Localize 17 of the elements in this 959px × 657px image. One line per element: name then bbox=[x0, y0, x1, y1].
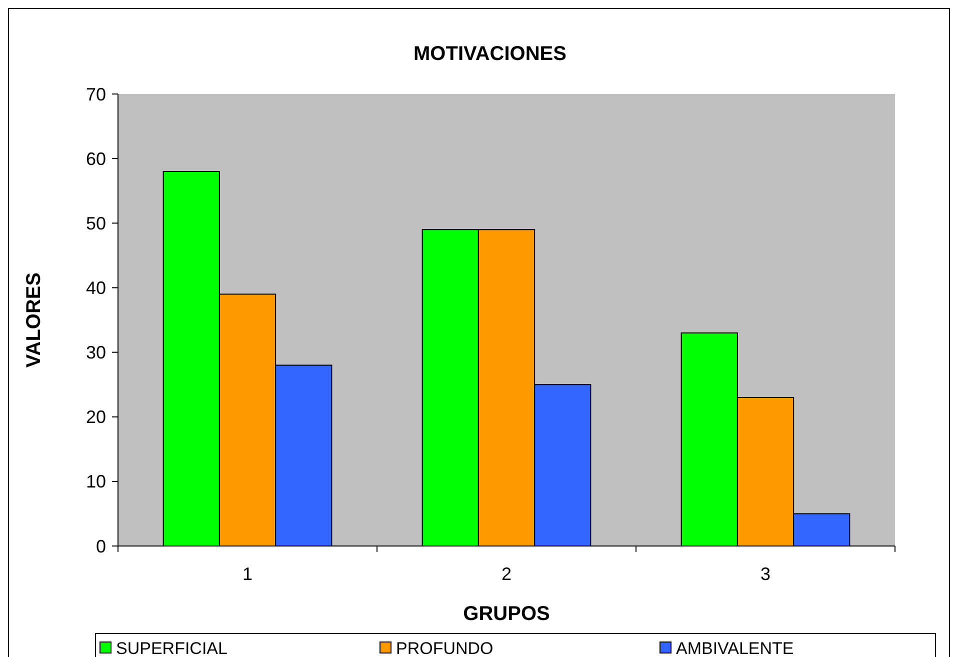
legend-label: SUPERFICIAL bbox=[116, 638, 228, 657]
legend-label: PROFUNDO bbox=[396, 638, 494, 657]
y-tick-label: 10 bbox=[86, 472, 106, 492]
y-tick-label: 60 bbox=[86, 148, 106, 169]
x-axis-title: GRUPOS bbox=[463, 603, 550, 625]
x-tick-label: 3 bbox=[760, 564, 771, 584]
chart-title: MOTIVACIONES bbox=[414, 43, 566, 65]
x-tick-label: 1 bbox=[242, 564, 253, 584]
y-tick-label: 20 bbox=[86, 407, 106, 428]
y-tick-label: 70 bbox=[86, 84, 106, 104]
y-tick-label: 0 bbox=[96, 536, 106, 556]
y-tick-label: 30 bbox=[86, 342, 106, 363]
legend-label: AMBIVALENTE bbox=[676, 638, 794, 657]
x-tick-label: 2 bbox=[501, 564, 512, 584]
y-axis-title: VALORES bbox=[23, 272, 45, 368]
y-tick-label: 40 bbox=[86, 278, 106, 298]
y-tick-label: 50 bbox=[86, 213, 106, 234]
